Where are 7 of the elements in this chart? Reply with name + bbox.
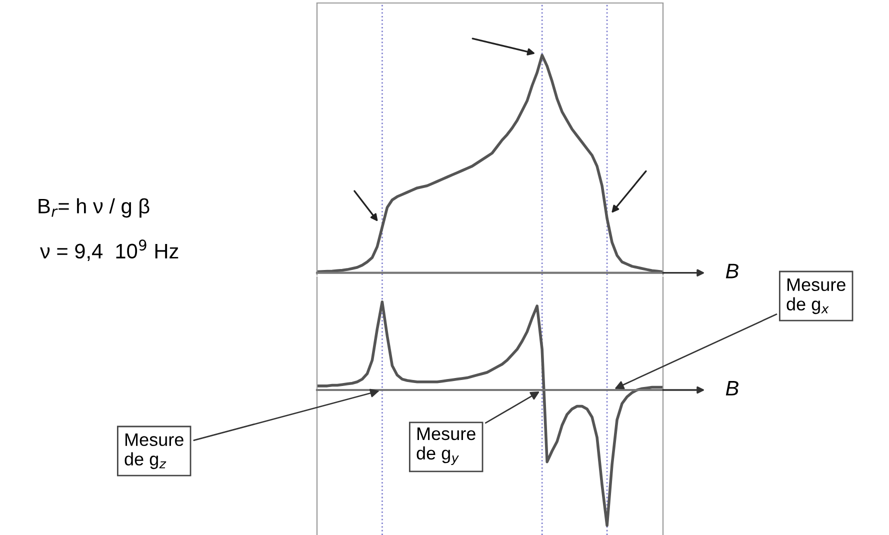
annotation: Mesure de g$_{y}$ (416, 428, 476, 466)
text: Mesure de g$_{z}$ (124, 433, 184, 470)
x-axis-title: B (726, 264, 738, 278)
x-axis-title: B (726, 381, 738, 396)
text: Mesure de g$_{x}$ (786, 278, 846, 314)
text: B$_{r}$= h ν / g β (38, 198, 150, 218)
text: ν = 9,4 10$^{9}$ Hz (40, 240, 178, 262)
